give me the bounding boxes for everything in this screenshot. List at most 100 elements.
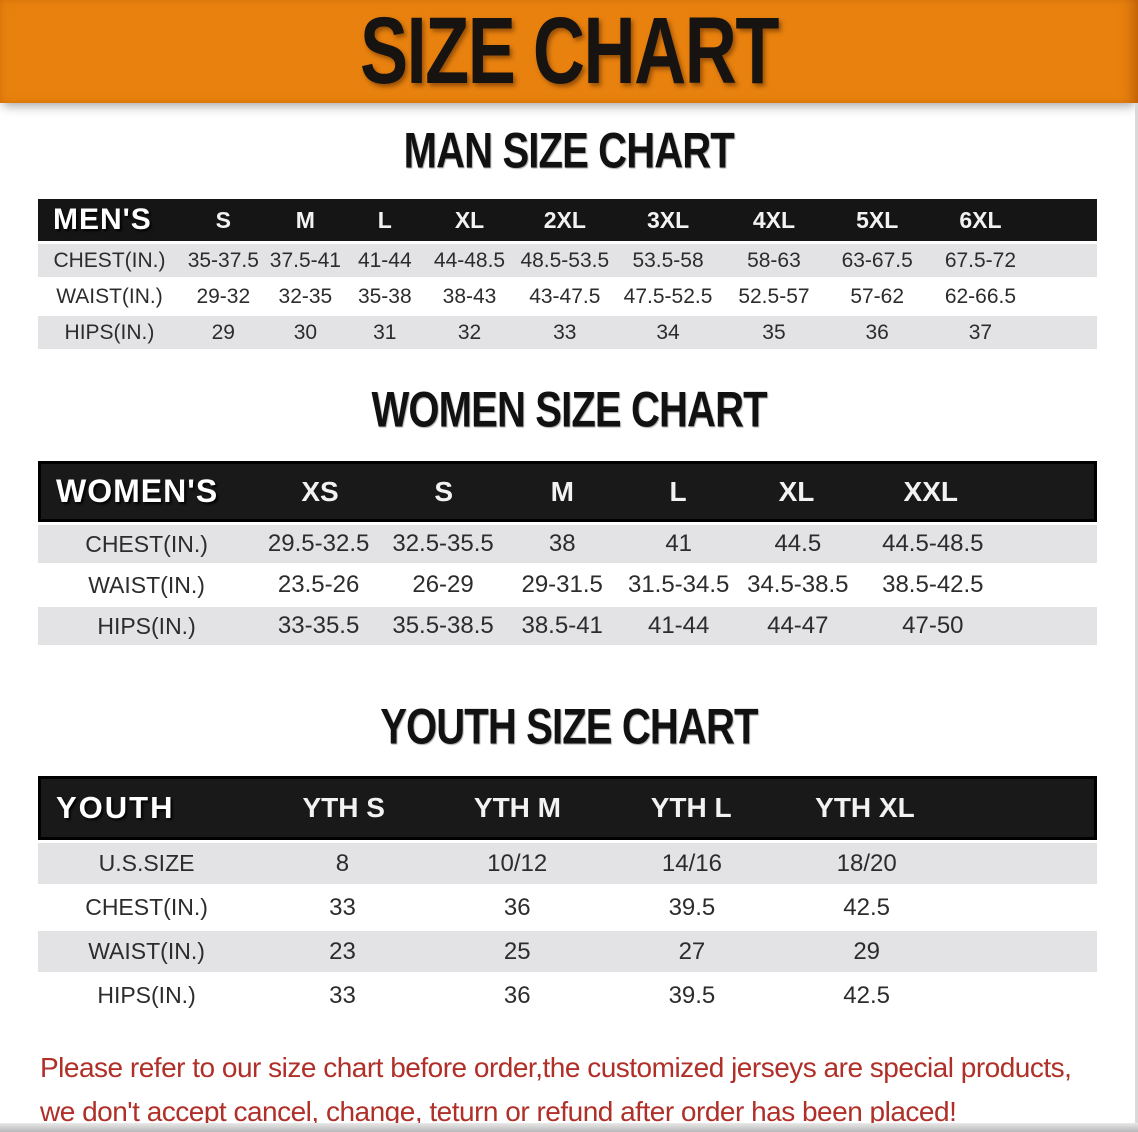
men-measurement-row: HIPS(IN.) 29 30 31 32 33 34 35 36 37 [38,316,1097,349]
measurement-value: 8 [335,849,350,877]
measurement-value: 44.5 [774,530,822,557]
measurement-value: 43-47.5 [529,284,601,308]
measurement-value: 29-32 [196,284,251,308]
measurement-value: 38.5-42.5 [882,571,984,598]
size-column-header: L [377,206,392,233]
measurement-value: 34 [656,320,680,344]
size-column-header: YTH L [650,792,732,823]
measurement-value: 34.5-38.5 [747,571,849,598]
measurement-row-label: HIPS(IN.) [97,982,196,1008]
measurement-value: 25 [503,937,531,965]
measurement-value: 38-43 [442,284,497,308]
banner: SIZE CHART [0,0,1138,103]
women-measurement-row: WAIST(IN.) 23.5-26 26-29 29-31.5 31.5-34.5 34… [38,566,1097,604]
measurement-row-label: WAIST(IN.) [56,284,163,308]
size-column-header: M [295,206,315,233]
photo-bottom-edge [0,1123,1138,1132]
measurement-row-label: HIPS(IN.) [97,612,196,639]
measurement-value: 33 [329,981,356,1009]
women-size-chart-section: WOMEN SIZE CHART WOMEN'S XS S M L XL XXL CHEST(… [0,349,1138,645]
size-column-header: 3XL [646,206,690,233]
measurement-value: 41 [665,530,693,557]
size-column-header: XS [301,475,339,507]
measurement-value: 32 [457,320,482,344]
photo-right-edge [1135,103,1138,1132]
measurement-row-label: CHEST(IN.) [85,894,208,920]
youth-measurement-row: CHEST(IN.) 33 36 39.5 42.5 [38,887,1097,928]
measurement-value: 33 [329,893,356,921]
women-measurement-row: CHEST(IN.) 29.5-32.5 32.5-35.5 38 41 44.5 44.5… [38,525,1097,563]
measurement-value: 35-37.5 [187,248,259,272]
youth-table-header-row: YOUTH YTH S YTH M YTH L YTH XL [38,776,1097,840]
measurement-value: 44-48.5 [433,248,506,272]
measurement-value: 41-44 [647,612,710,639]
youth-size-chart-section: YOUTH SIZE CHART YOUTH YTH S YTH M YTH L YTH… [0,645,1138,1016]
man-size-table: MEN'S S M L XL 2XL 3XL 4XL 5XL 6XL CHEST(IN.) 35-37… [38,199,1097,349]
youth-size-chart-title: YOUTH SIZE CHART [0,645,1138,776]
notice-line-1: Please refer to our size chart before or… [40,1052,1072,1083]
youth-size-chart-title-text: YOUTH SIZE CHART [380,697,758,755]
charts-container: MAN SIZE CHART MEN'S S M L XL 2XL 3XL 4XL 5XL 6XL… [0,103,1138,1016]
measurement-value: 41-44 [357,248,412,272]
man-size-chart-title-text: MAN SIZE CHART [403,121,735,179]
measurement-value: 53.5-58 [632,248,704,272]
measurement-value: 42.5 [843,981,891,1009]
men-table-header-row: MEN'S S M L XL 2XL 3XL 4XL 5XL 6XL [38,199,1097,241]
measurement-row-label: WAIST(IN.) [88,571,205,598]
measurement-value: 23.5-26 [277,571,360,598]
size-column-header: 5XL [856,206,899,233]
youth-measurement-row: HIPS(IN.) 33 36 39.5 42.5 [38,975,1097,1016]
measurement-value: 32.5-35.5 [392,530,494,557]
measurement-row-label: WAIST(IN.) [88,938,205,964]
measurement-value: 47.5-52.5 [623,284,713,308]
measurement-value: 23 [329,937,356,965]
measurement-value: 38.5-41 [521,612,603,639]
size-column-header: XXL [903,475,958,507]
measurement-value: 62-66.5 [944,284,1017,308]
measurement-value: 36 [503,893,531,921]
measurement-row-label: U.S.SIZE [98,850,195,876]
measurement-row-label: CHEST(IN.) [53,248,166,272]
measurement-value: 31 [373,320,397,344]
size-column-header: 6XL [959,206,1002,233]
measurement-value: 67.5-72 [944,248,1017,272]
measurement-value: 35 [762,320,786,344]
measurement-value: 35-38 [357,284,412,308]
measurement-value: 18/20 [836,849,897,877]
measurement-value: 48.5-53.5 [520,248,610,272]
women-group-label: WOMEN'S [56,473,219,509]
measurement-value: 63-67.5 [841,248,913,272]
measurement-value: 44.5-48.5 [882,530,984,557]
notice-line-2: we don't accept cancel, change, teturn o… [40,1096,957,1127]
women-size-chart-title: WOMEN SIZE CHART [0,349,1138,461]
measurement-value: 29.5-32.5 [267,530,370,557]
measurement-value: 42.5 [843,893,891,921]
size-column-header: L [669,475,687,507]
measurement-value: 37.5-41 [269,248,341,272]
measurement-value: 31.5-34.5 [627,571,730,598]
women-size-chart-title-text: WOMEN SIZE CHART [371,380,767,438]
measurement-value: 14/16 [661,849,722,877]
man-size-chart-section: MAN SIZE CHART MEN'S S M L XL 2XL 3XL 4XL 5XL 6XL… [0,103,1138,349]
size-column-header: M [550,475,574,507]
measurement-value: 10/12 [487,849,548,877]
women-measurement-row: HIPS(IN.) 33-35.5 35.5-38.5 38.5-41 41-44 44-… [38,607,1097,645]
measurement-row-label: CHEST(IN.) [85,530,208,557]
size-column-header: 4XL [752,206,796,233]
measurement-value: 37 [968,320,993,344]
measurement-value: 27 [678,937,706,965]
size-column-header: YTH M [473,792,562,823]
page-title: SIZE CHART [360,0,780,104]
size-column-header: XL [778,475,815,507]
measurement-value: 33-35.5 [277,612,360,639]
measurement-value: 57-62 [850,284,905,308]
men-group-label: MEN'S [53,203,152,236]
measurement-value: 26-29 [412,571,474,598]
measurement-row-label: HIPS(IN.) [64,320,155,344]
measurement-value: 39.5 [668,981,716,1009]
size-column-header: 2XL [543,206,586,233]
women-size-table: WOMEN'S XS S M L XL XXL CHEST(IN.) 29.5-32.5 32.5… [38,461,1097,645]
measurement-value: 44-47 [767,612,829,639]
size-column-header: YTH S [302,792,385,823]
